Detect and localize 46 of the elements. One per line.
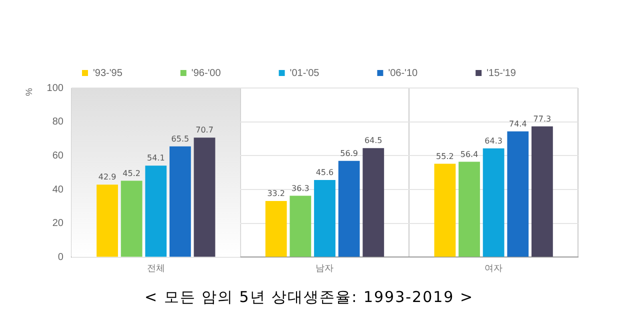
y-tick-label: 100 <box>46 82 64 94</box>
data-label: 54.1 <box>147 154 165 163</box>
legend-label: '93-'95 <box>93 68 123 79</box>
legend-label: '06-'10 <box>388 68 418 79</box>
data-label: 33.2 <box>267 189 286 198</box>
y-tick-label: 0 <box>58 252 64 263</box>
legend-label: '96-'00 <box>191 68 222 79</box>
bar <box>362 148 384 257</box>
legend-label: '15-'19 <box>486 68 516 79</box>
bar <box>434 164 456 257</box>
text: < 모든 암의 5년 상대생존율: 1993-2019 > <box>143 288 475 307</box>
y-tick-label: 80 <box>52 116 64 128</box>
bar <box>170 146 191 257</box>
x-tick-label: 여자 <box>484 263 503 274</box>
bar <box>338 160 360 257</box>
bar <box>458 162 480 257</box>
bar <box>507 131 529 257</box>
x-tick-label: 전체 <box>146 263 165 274</box>
data-label: 65.5 <box>171 134 190 144</box>
data-label: 42.9 <box>98 172 116 182</box>
bar <box>120 180 142 257</box>
y-tick-label: 60 <box>52 150 64 162</box>
data-label: 77.3 <box>533 114 552 124</box>
data-label: 56.9 <box>340 149 358 158</box>
data-label: 56.4 <box>460 150 478 159</box>
data-label: 64.5 <box>364 136 382 146</box>
y-axis-title: % <box>24 88 34 96</box>
bar <box>194 138 216 257</box>
data-label: 45.2 <box>122 168 140 178</box>
data-label: 36.3 <box>292 184 310 193</box>
data-label: 70.7 <box>196 126 214 135</box>
y-tick-label: 20 <box>52 218 64 230</box>
data-label: 45.6 <box>316 168 334 178</box>
x-tick-label: 남자 <box>316 263 334 274</box>
legend-label: '01-'05 <box>290 68 320 79</box>
bar <box>532 126 553 257</box>
bar <box>290 196 312 257</box>
y-tick-label: 40 <box>52 184 64 196</box>
bar <box>265 201 287 257</box>
data-label: 64.3 <box>484 136 502 146</box>
bar <box>145 166 167 257</box>
bar <box>482 148 504 257</box>
data-label: 55.2 <box>436 152 454 161</box>
bar <box>96 184 118 257</box>
data-label: 74.4 <box>508 119 527 128</box>
bar <box>314 180 336 257</box>
